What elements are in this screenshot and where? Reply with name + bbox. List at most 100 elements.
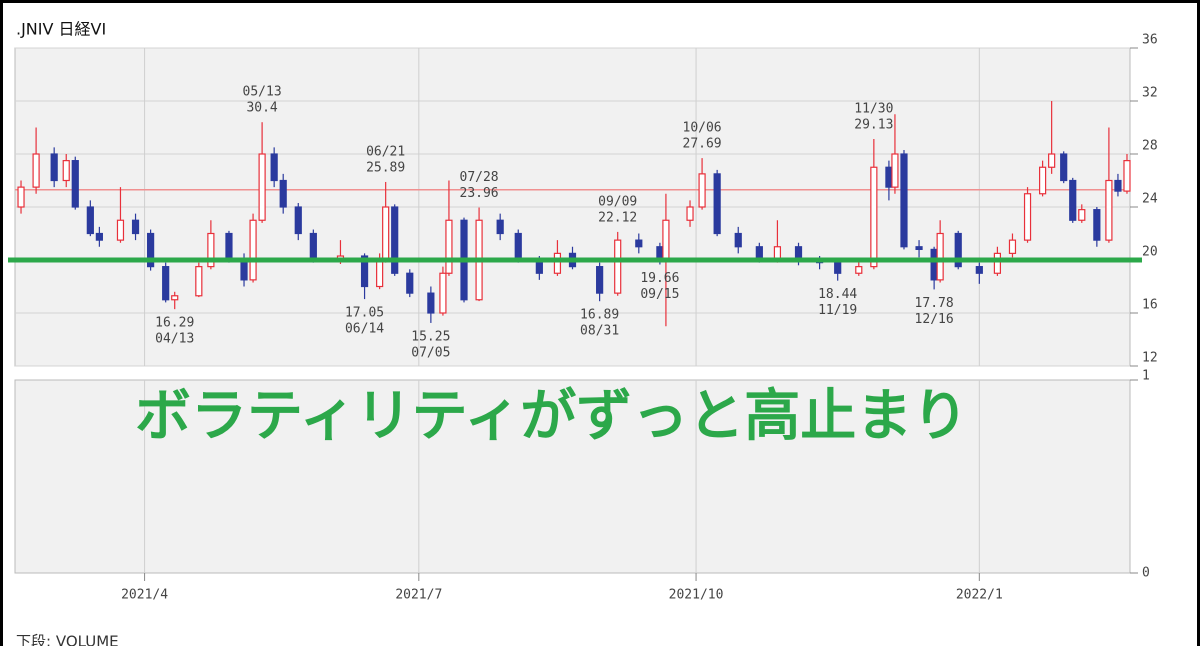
annotation-date: 11/19 bbox=[818, 303, 857, 318]
y-tick-label: 36 bbox=[1142, 33, 1158, 48]
annotation-date: 04/13 bbox=[155, 332, 194, 347]
annotation-value: 16.89 bbox=[580, 308, 619, 323]
y-tick-label: 28 bbox=[1142, 139, 1158, 154]
candle-body bbox=[309, 232, 317, 261]
candle-body bbox=[698, 173, 706, 208]
candle-body bbox=[1023, 193, 1032, 241]
annotation-date: 06/14 bbox=[345, 322, 384, 337]
candle-body bbox=[900, 153, 908, 248]
candle-body bbox=[171, 295, 179, 301]
candle-body bbox=[279, 179, 287, 208]
annotation-date: 10/06 bbox=[683, 121, 722, 136]
candle-body bbox=[891, 153, 899, 188]
annotation-value: 29.13 bbox=[854, 118, 893, 133]
candle-body bbox=[95, 232, 103, 241]
annotation-value: 25.89 bbox=[366, 160, 405, 175]
candle-body bbox=[427, 292, 435, 314]
candle-body bbox=[614, 239, 622, 294]
x-tick-label: 2022/1 bbox=[956, 588, 1003, 603]
candle-body bbox=[496, 219, 504, 235]
candle-body bbox=[445, 219, 453, 274]
candle-body bbox=[207, 232, 215, 268]
y-tick-label: 16 bbox=[1142, 298, 1158, 313]
annotation-date: 09/15 bbox=[640, 287, 679, 302]
candle-body bbox=[855, 266, 863, 274]
candle-body bbox=[1078, 209, 1086, 221]
candle-body bbox=[225, 232, 233, 261]
candle-body bbox=[439, 272, 447, 314]
candle-body bbox=[936, 232, 944, 281]
candle-body bbox=[834, 262, 842, 274]
candle-body bbox=[1039, 166, 1047, 195]
candle-body bbox=[147, 232, 155, 268]
annotation-date: 05/13 bbox=[243, 85, 282, 100]
annotation-value: 27.69 bbox=[683, 137, 722, 152]
annotation-date: 06/21 bbox=[366, 144, 405, 159]
candle-body bbox=[131, 219, 140, 235]
candle-body bbox=[1123, 160, 1131, 192]
candle-body bbox=[294, 206, 302, 235]
lower-panel bbox=[14, 379, 1131, 574]
annotation-value: 17.78 bbox=[915, 296, 954, 311]
candle-body bbox=[360, 255, 369, 288]
plot-layer: 12 16 20 24 28 32 36 0 1 2021/4 2021/7 2021/10 2022/… bbox=[8, 33, 1158, 603]
annotation-date: 07/05 bbox=[411, 345, 450, 360]
y-tick-label: 32 bbox=[1142, 86, 1158, 101]
candle-body bbox=[975, 266, 983, 274]
candle-body bbox=[596, 266, 604, 294]
y-tick-label: 20 bbox=[1142, 245, 1158, 260]
candle-body bbox=[635, 239, 643, 248]
candle-body bbox=[1060, 153, 1068, 182]
annotation-value: 22.12 bbox=[598, 210, 637, 225]
annotation-date: 09/09 bbox=[598, 194, 637, 209]
x-tick-label: 2021/10 bbox=[669, 588, 724, 603]
candle-body bbox=[17, 186, 25, 208]
candle-body bbox=[86, 206, 94, 235]
footer-label: 下段: VOLUME bbox=[16, 633, 119, 647]
annotation-value: 17.05 bbox=[345, 306, 384, 321]
candle-body bbox=[514, 232, 522, 261]
candle-body bbox=[1114, 179, 1122, 192]
candle-body bbox=[50, 153, 58, 182]
candle-body bbox=[870, 166, 878, 268]
annotation-value: 18.44 bbox=[818, 287, 857, 302]
candle-body bbox=[116, 219, 125, 241]
annotation-date: 07/28 bbox=[460, 170, 499, 185]
annotation-value: 16.29 bbox=[155, 316, 194, 331]
y-tick-label: 1 bbox=[1142, 369, 1150, 384]
x-tick-label: 2021/7 bbox=[395, 588, 442, 603]
chart-title: .JNIV 日経VI bbox=[16, 20, 106, 39]
candle-body bbox=[1105, 179, 1113, 241]
candle-body bbox=[162, 266, 170, 301]
candle-body bbox=[713, 173, 721, 235]
annotation-value: 19.66 bbox=[640, 271, 679, 286]
candle-body bbox=[954, 232, 962, 268]
candle-body bbox=[734, 232, 742, 248]
candle-body bbox=[662, 219, 670, 261]
candle-body bbox=[270, 153, 278, 182]
annotation-date: 08/31 bbox=[580, 324, 619, 339]
candle-body bbox=[686, 206, 694, 221]
candle-body bbox=[553, 252, 562, 274]
y-tick-label: 0 bbox=[1142, 566, 1150, 581]
candle-body bbox=[885, 166, 893, 188]
candle-body bbox=[195, 266, 203, 297]
candle-body bbox=[915, 246, 923, 250]
annotation-value: 23.96 bbox=[460, 186, 499, 201]
candle-body bbox=[240, 259, 248, 281]
candle-body bbox=[1048, 153, 1056, 168]
overlay-text: ボラティリティがずっと高止まり bbox=[135, 384, 968, 449]
candle-body bbox=[993, 252, 1002, 274]
y-tick-label: 12 bbox=[1142, 351, 1158, 366]
x-tick-label: 2021/4 bbox=[121, 588, 168, 603]
candle-body bbox=[1008, 239, 1017, 254]
candle-body bbox=[406, 272, 414, 294]
candle-body bbox=[1093, 209, 1101, 241]
candle-body bbox=[62, 160, 70, 182]
candle-body bbox=[382, 206, 390, 261]
annotation-date: 11/30 bbox=[854, 102, 893, 117]
candle-body bbox=[249, 219, 257, 281]
candle-body bbox=[1069, 179, 1077, 221]
